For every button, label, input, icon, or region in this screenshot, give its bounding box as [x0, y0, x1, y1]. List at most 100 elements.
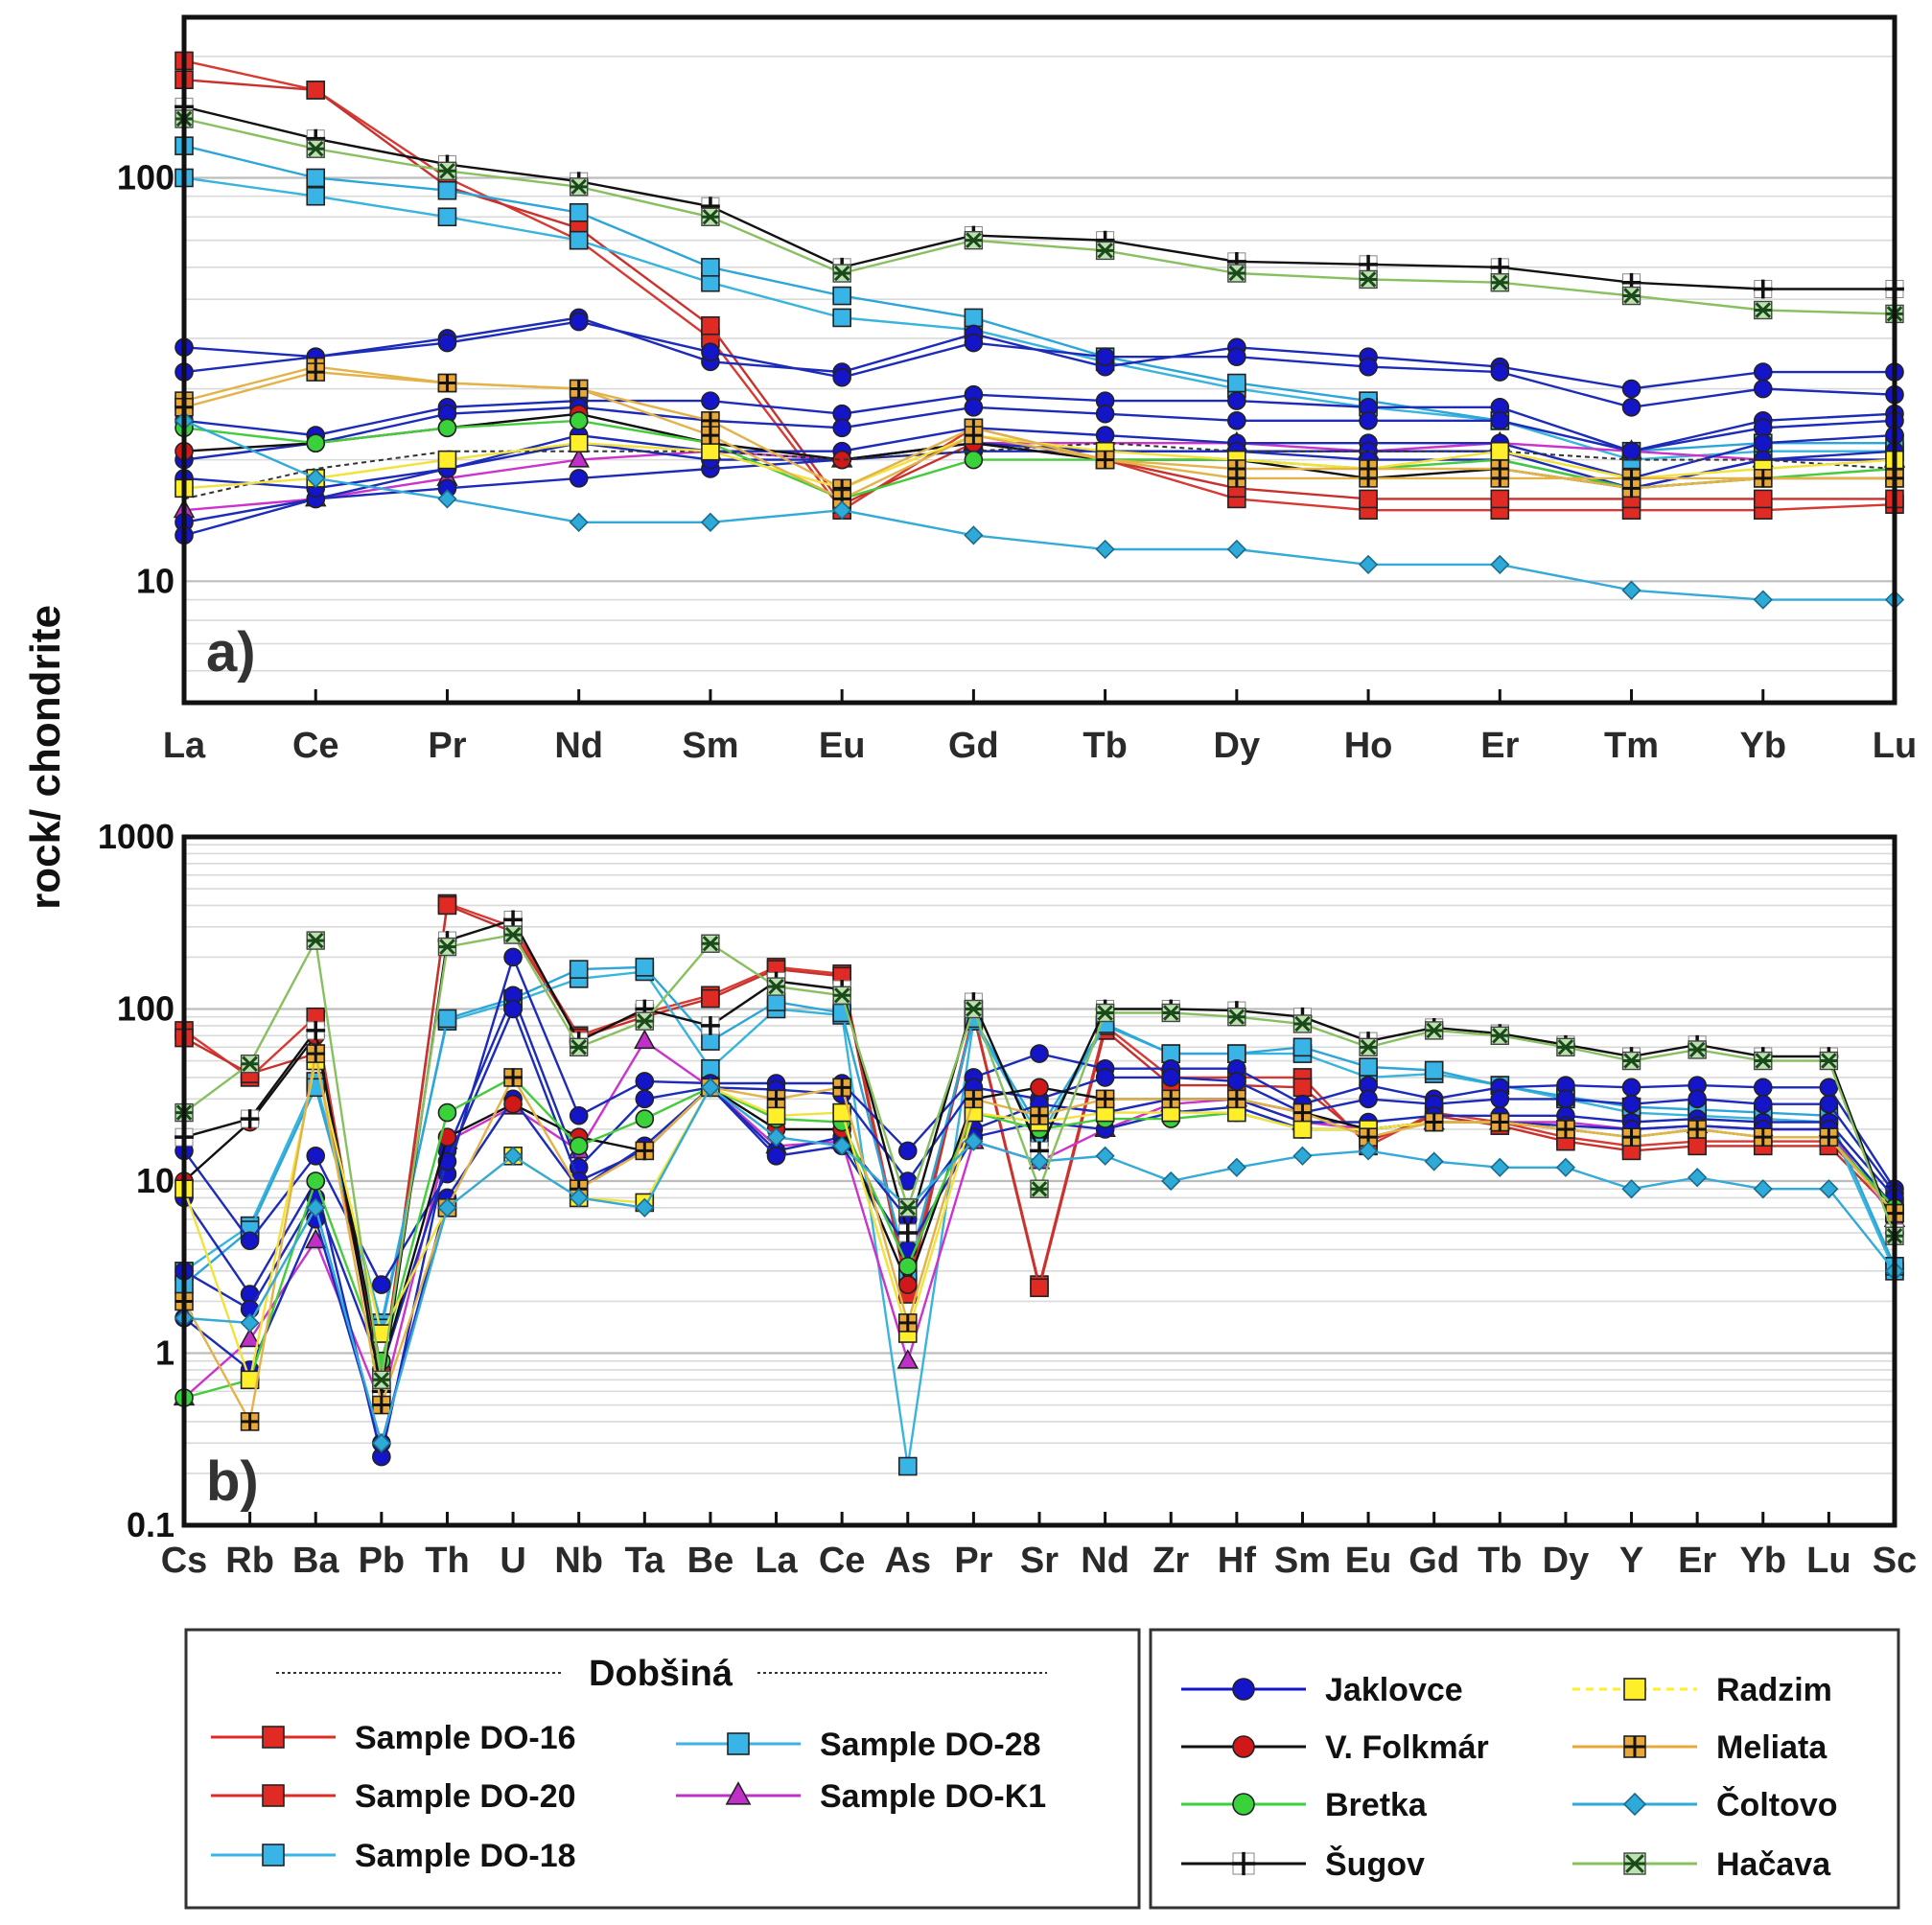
data-point-0-18-11 [1621, 478, 1641, 499]
data-point-1-15-19 [1424, 1021, 1444, 1040]
data-point-1-15-1 [240, 1055, 260, 1074]
data-point-0-6-9 [1359, 357, 1378, 377]
data-point-0-3-4 [701, 258, 720, 277]
data-point-1-13-21 [1556, 1120, 1575, 1139]
legend-label-right-1: V. Folkmár [1325, 1729, 1489, 1766]
data-point-1-5-22 [1621, 1078, 1641, 1098]
x-tick-label-0-9: Ho [1344, 726, 1393, 766]
data-point-0-18-1 [306, 362, 326, 382]
data-point-1-12-9 [766, 1105, 786, 1125]
series-line-0-2 [183, 176, 1895, 461]
legend-label-left-4: Sample DO-K1 [820, 1778, 1046, 1815]
x-tick-label-1-18: Eu [1345, 1541, 1392, 1581]
data-point-0-6-4 [701, 342, 720, 361]
x-tick-label-1-25: Lu [1806, 1541, 1851, 1581]
series-line-0-8 [183, 406, 1896, 461]
data-point-0-2-1 [306, 186, 326, 206]
y-tick-label-1-1: 1 [155, 1334, 175, 1373]
data-point-1-12-1 [240, 1370, 260, 1390]
x-tick-label-0-3: Nd [554, 726, 603, 766]
x-tick-label-1-9: La [755, 1541, 798, 1581]
legend-box-left [184, 1628, 1141, 1910]
data-point-0-8-8 [1227, 411, 1246, 430]
x-tick-label-1-4: Th [425, 1541, 469, 1581]
data-point-1-10-2 [306, 1171, 326, 1191]
data-point-0-9-7 [1095, 426, 1115, 445]
data-point-0-18-9 [1359, 459, 1378, 478]
data-point-0-3-1 [306, 168, 326, 188]
data-point-1-14-24 [1753, 1179, 1773, 1199]
x-tick-label-1-10: Ce [819, 1541, 866, 1581]
data-point-1-13-11 [897, 1313, 918, 1333]
panel-b-grid [184, 844, 1895, 1474]
data-point-0-2-2 [437, 207, 457, 227]
data-point-1-15-12 [964, 999, 984, 1019]
x-tick-label-1-21: Dy [1543, 1541, 1590, 1581]
data-point-1-14-12 [964, 1131, 984, 1151]
data-point-0-1-4 [701, 315, 720, 336]
series-line-0-19 [183, 419, 1895, 601]
x-tick-label-0-2: Pr [428, 726, 466, 766]
x-tick-label-1-0: Cs [161, 1541, 208, 1581]
data-point-1-6-22 [1621, 1094, 1641, 1114]
panel-b-series [173, 893, 1906, 1476]
x-tick-label-1-12: Pr [954, 1541, 992, 1581]
data-point-1-5-1 [240, 1231, 260, 1251]
legend-marker-left-0 [262, 1726, 285, 1749]
data-point-1-3-7 [635, 958, 655, 977]
panel-b-label: b) [206, 1450, 259, 1513]
legend-marker-right-1 [1232, 1735, 1255, 1758]
data-point-1-10-7 [635, 1109, 655, 1128]
series-line-0-18 [183, 370, 1895, 500]
data-point-1-15-16 [1227, 1008, 1246, 1027]
data-point-1-6-15 [1161, 1068, 1181, 1087]
data-point-1-6-20 [1490, 1089, 1510, 1109]
data-point-1-9-13 [1030, 1078, 1049, 1098]
data-point-1-5-2 [306, 1146, 326, 1166]
data-point-0-20-3 [569, 177, 589, 197]
x-tick-label-0-4: Sm [682, 726, 738, 766]
data-point-1-12-3 [372, 1324, 391, 1343]
data-point-1-15-24 [1754, 1051, 1773, 1071]
x-tick-label-1-6: Nb [554, 1541, 603, 1581]
legend-marker-right-6 [1622, 1792, 1647, 1817]
data-point-1-15-15 [1161, 1003, 1180, 1023]
data-point-0-20-5 [832, 264, 851, 283]
data-point-1-15-18 [1359, 1037, 1378, 1057]
data-point-1-5-5 [503, 947, 523, 967]
data-point-1-13-2 [306, 1044, 326, 1063]
legend-items: Sample DO-16 Sample DO-20 Sample DO-18 Samp… [211, 1672, 1838, 1883]
data-point-1-14-1 [240, 1312, 260, 1334]
x-tick-label-0-13: Lu [1873, 726, 1917, 766]
data-point-0-18-6 [964, 426, 984, 445]
data-point-1-9-11 [897, 1275, 918, 1294]
data-point-1-13-1 [240, 1412, 260, 1431]
x-tick-label-1-24: Yb [1739, 1541, 1786, 1581]
data-point-1-14-17 [1292, 1146, 1313, 1166]
data-point-0-20-12 [1754, 300, 1773, 320]
data-point-1-6-16 [1227, 1072, 1246, 1091]
panel-a-frame [181, 14, 1897, 706]
data-point-1-13-13 [1030, 1105, 1049, 1125]
data-point-0-18-7 [1095, 450, 1115, 470]
data-point-0-19-11 [1621, 580, 1641, 600]
data-point-1-13-5 [503, 1068, 523, 1087]
data-point-1-1-23 [1688, 1136, 1707, 1156]
data-point-0-19-2 [437, 489, 457, 509]
data-point-0-3-3 [569, 202, 589, 222]
data-point-1-6-18 [1359, 1089, 1378, 1109]
data-point-1-14-6 [569, 1188, 589, 1208]
panel-a-plot-area [184, 17, 1895, 703]
data-point-1-3-6 [569, 960, 589, 979]
data-point-0-19-5 [832, 500, 852, 521]
data-point-0-6-7 [1095, 347, 1115, 366]
data-point-1-6-14 [1095, 1068, 1115, 1087]
data-point-1-7-5 [503, 999, 523, 1019]
data-point-1-13-23 [1688, 1120, 1707, 1139]
x-tick-label-1-5: U [500, 1541, 525, 1581]
data-point-0-13-3 [569, 411, 589, 430]
x-tick-label-0-5: Eu [819, 726, 866, 766]
data-point-1-1-17 [1292, 1078, 1313, 1098]
data-point-1-15-22 [1621, 1051, 1641, 1071]
data-point-0-8-7 [1095, 404, 1115, 424]
